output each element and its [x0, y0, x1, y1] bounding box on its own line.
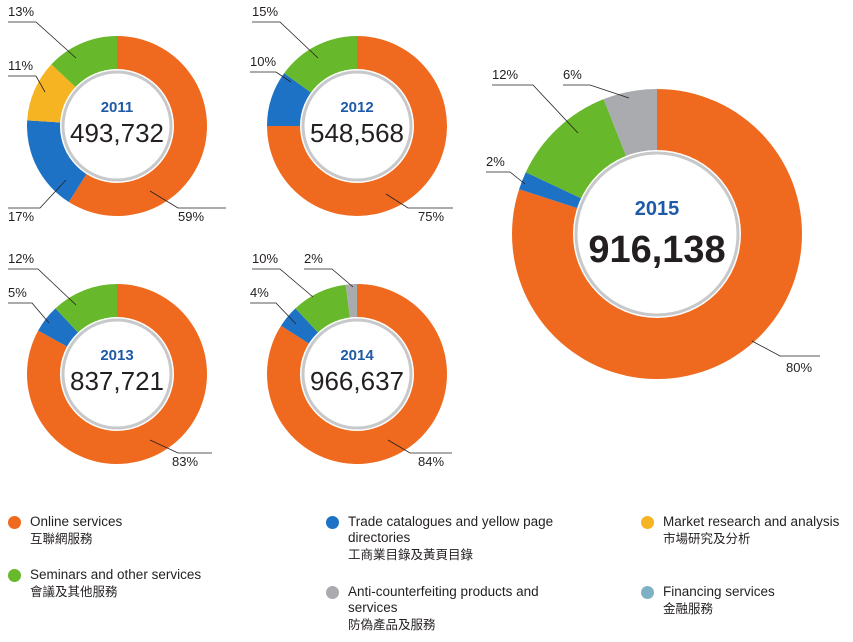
- total-label-2013: 837,721: [70, 366, 164, 396]
- center-disc-2012: [301, 70, 413, 182]
- total-label-2011: 493,732: [70, 118, 164, 148]
- leader-line-2011-3: [8, 21, 77, 59]
- donut-chart-2012: 2012 548,568 75% 10% 15%: [250, 4, 453, 224]
- leader-line-2015-1: [486, 171, 526, 185]
- leader-line-2011-2: [8, 75, 46, 93]
- legend-label-anti: Anti-counterfeiting products and service…: [348, 584, 539, 615]
- total-label-2014: 966,637: [310, 366, 404, 396]
- legend-label-seminars: Seminars and other services: [30, 567, 202, 582]
- legend-label-market-zh: 市場研究及分析: [663, 531, 751, 546]
- pct-label-2015-1: 2%: [486, 154, 505, 169]
- legend-item-seminars: Seminars and other services 會議及其他服務: [8, 567, 298, 601]
- legend-item-anti: Anti-counterfeiting products and service…: [326, 584, 576, 634]
- slice-2015-anti: [603, 89, 657, 159]
- legend-item-trade: Trade catalogues and yellow page directo…: [326, 514, 586, 564]
- leader-line-2012-1: [250, 71, 292, 83]
- leader-line-2011-0: [149, 190, 226, 209]
- center-disc-2015: [574, 151, 740, 317]
- pct-label-2014-1: 4%: [250, 285, 269, 300]
- year-label-2015: 2015: [635, 198, 680, 220]
- center-disc-2011: [61, 70, 173, 182]
- pct-label-2013-1: 5%: [8, 285, 27, 300]
- year-label-2012: 2012: [340, 99, 373, 116]
- pct-label-2013-2: 12%: [8, 251, 34, 266]
- pct-label-2014-2: 10%: [252, 251, 278, 266]
- pct-label-2014-3: 2%: [304, 251, 323, 266]
- legend-swatch-online: [8, 516, 21, 529]
- leader-line-2014-3: [304, 268, 354, 288]
- slice-2015-trade: [519, 172, 584, 209]
- leader-line-2015-2: [492, 84, 579, 134]
- legend-label-trade-zh: 工商業目錄及黃頁目錄: [348, 547, 474, 562]
- slice-2013-online: [27, 284, 208, 465]
- leader-line-2011-1: [8, 179, 67, 209]
- donut-charts: 2011 493,732 59% 17% 11% 13% 2012 548,568 75% 10%…: [8, 4, 820, 469]
- leader-line-2014-2: [252, 268, 314, 298]
- pct-label-2011-3: 13%: [8, 4, 34, 19]
- pct-label-2011-0: 59%: [178, 209, 204, 224]
- legend-label-anti-zh: 防偽產品及服務: [348, 617, 436, 632]
- leader-line-2012-0: [385, 193, 453, 209]
- pct-label-2015-0: 80%: [786, 360, 812, 375]
- donut-chart-2011: 2011 493,732 59% 17% 11% 13%: [8, 4, 226, 224]
- pct-label-2011-1: 17%: [8, 209, 34, 224]
- legend-label-trade: Trade catalogues and yellow page directo…: [348, 514, 554, 545]
- slice-2011-trade: [26, 120, 89, 202]
- pct-label-2013-0: 83%: [172, 454, 198, 469]
- slice-2014-online: [267, 284, 448, 464]
- leader-line-2013-0: [149, 439, 212, 454]
- year-label-2014: 2014: [340, 347, 374, 364]
- slice-2012-seminars: [284, 36, 357, 95]
- slice-2015-online: [512, 89, 803, 379]
- leader-line-2014-0: [387, 439, 452, 454]
- leader-line-2015-3: [563, 84, 630, 99]
- legend-swatch-anti: [326, 586, 339, 599]
- pct-label-2012-0: 75%: [418, 209, 444, 224]
- year-label-2013: 2013: [100, 347, 133, 364]
- slice-2013-trade: [38, 308, 81, 348]
- legend-item-market: Market research and analysis 市場研究及分析: [641, 514, 853, 548]
- legend-label-online-zh: 互聯網服務: [30, 531, 93, 546]
- legend-swatch-seminars: [8, 569, 21, 582]
- pct-label-2015-3: 6%: [563, 67, 582, 82]
- center-disc-2014: [301, 318, 413, 430]
- slice-2014-anti: [345, 284, 357, 321]
- leader-line-2013-1: [8, 302, 50, 324]
- leader-line-2013-2: [8, 268, 77, 306]
- leader-line-2012-2: [252, 21, 319, 59]
- total-label-2015: 916,138: [588, 229, 725, 271]
- pct-label-2014-0: 84%: [418, 454, 444, 469]
- pct-label-2012-2: 15%: [252, 4, 278, 19]
- total-label-2012: 548,568: [310, 118, 404, 148]
- legend-swatch-trade: [326, 516, 339, 529]
- legend-label-online: Online services: [30, 514, 123, 529]
- slice-2011-seminars: [51, 36, 117, 90]
- legend-swatch-market: [641, 516, 654, 529]
- slice-2014-trade: [281, 308, 321, 346]
- legend-item-online: Online services 互聯網服務: [8, 514, 298, 548]
- donut-chart-2015: 2015 916,138 80% 2% 12% 6%: [486, 67, 820, 379]
- leader-line-2014-1: [250, 302, 297, 325]
- legend: Online services 互聯網服務 Trade catalogues a…: [0, 510, 853, 642]
- legend-swatch-financing: [641, 586, 654, 599]
- legend-label-financing: Financing services: [663, 584, 775, 599]
- slice-2011-online: [68, 36, 207, 216]
- leader-line-2015-0: [751, 340, 820, 357]
- legend-label-seminars-zh: 會議及其他服務: [30, 584, 118, 599]
- pct-label-2015-2: 12%: [492, 67, 518, 82]
- pct-label-2011-2: 11%: [8, 58, 33, 73]
- legend-label-market: Market research and analysis: [663, 514, 840, 529]
- donut-chart-2013: 2013 837,721 83% 5% 12%: [8, 251, 212, 469]
- legend-label-financing-zh: 金融服務: [663, 601, 714, 616]
- donut-chart-2014: 2014 966,637 84% 4% 10% 2%: [250, 251, 452, 469]
- legend-item-financing: Financing services 金融服務: [641, 584, 853, 618]
- pct-label-2012-1: 10%: [250, 54, 276, 69]
- year-label-2011: 2011: [101, 99, 134, 116]
- center-disc-2013: [61, 318, 173, 430]
- slice-2012-online: [267, 36, 447, 216]
